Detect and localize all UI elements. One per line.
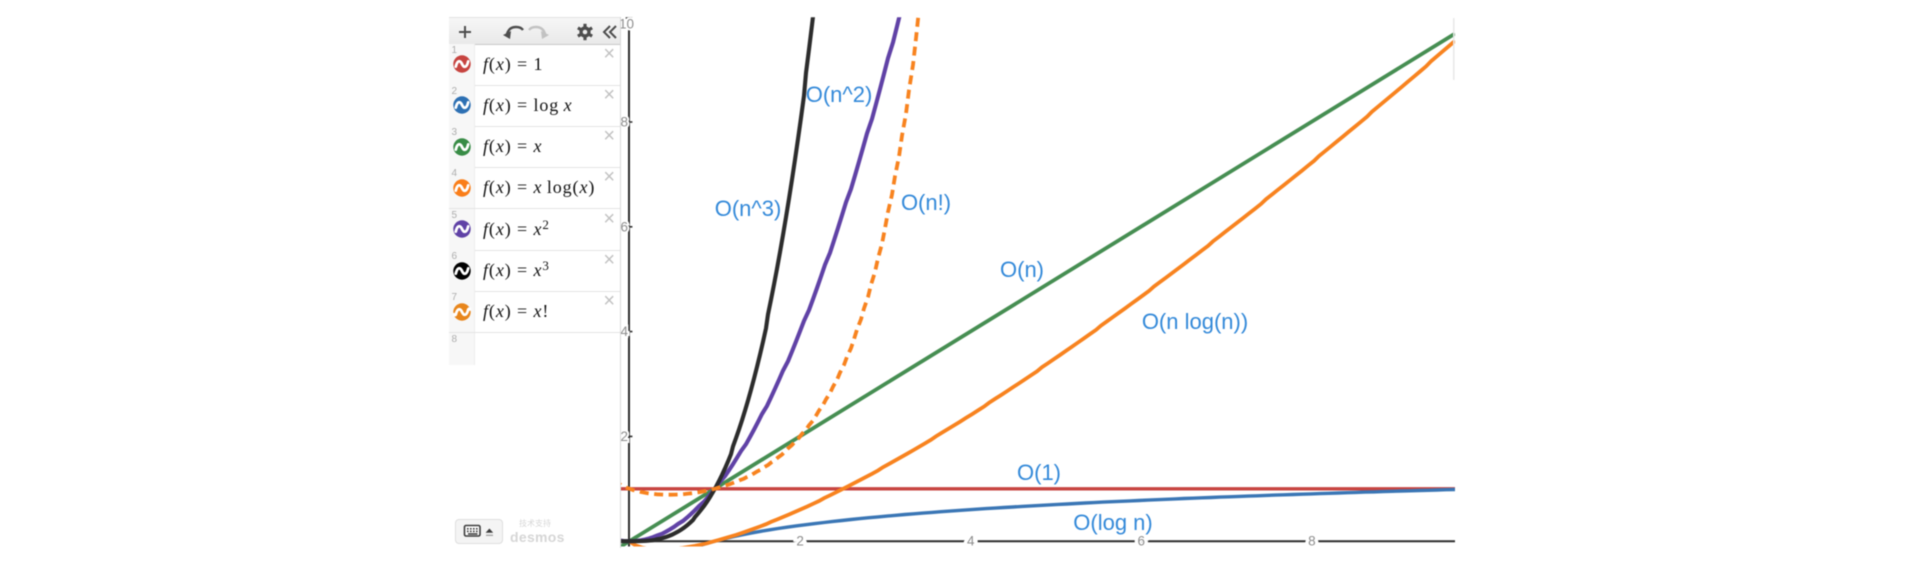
svg-text:2: 2	[796, 534, 804, 549]
svg-text:4: 4	[620, 324, 628, 339]
svg-text:6: 6	[620, 219, 628, 234]
svg-text:2: 2	[620, 429, 628, 444]
svg-text:6: 6	[1138, 534, 1146, 549]
svg-text:4: 4	[967, 534, 975, 549]
svg-text:8: 8	[1308, 534, 1316, 549]
svg-text:8: 8	[620, 115, 628, 130]
svg-text:10: 10	[619, 17, 634, 32]
